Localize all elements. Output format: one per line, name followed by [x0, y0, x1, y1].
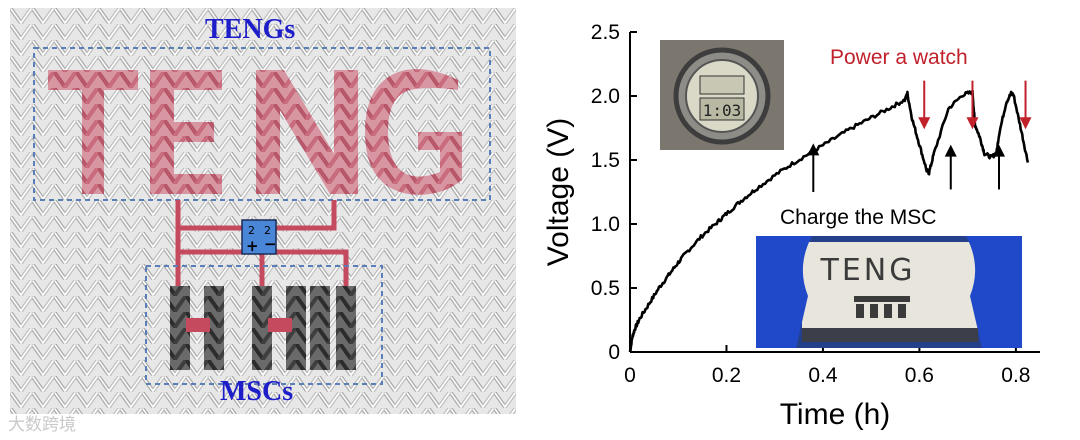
- tengs-label: TENGs: [205, 14, 296, 45]
- x-tick-label: 0: [624, 364, 636, 387]
- chart-area: 0 0.5 1.0 1.5 2.0 2.5 0 0.2 0.4 0.6 0.8 Time (h) V…: [520, 0, 1080, 440]
- y-tick-label: 0: [608, 341, 620, 364]
- arrows-group: [807, 80, 1032, 192]
- watch-display: 1:03: [703, 101, 742, 120]
- teng-letters: [48, 69, 462, 195]
- up-arrow-head: [993, 144, 1005, 157]
- x-axis-title: Time (h): [780, 398, 891, 431]
- svg-text:+: +: [246, 237, 259, 255]
- fabric-electrodes: [854, 296, 910, 318]
- y-axis-title: Voltage (V): [542, 118, 575, 266]
- svg-text:−: −: [264, 235, 277, 253]
- x-tick-label: 0.8: [1001, 364, 1030, 387]
- wiring: [175, 200, 349, 288]
- msc-electrodes: [170, 286, 356, 370]
- y-tick-label: 0.5: [591, 277, 620, 300]
- msc-dashed-box: [145, 265, 383, 385]
- fabric-photo: TENG: [756, 236, 1022, 348]
- y-tick-label: 2.0: [591, 85, 620, 108]
- watch-illustration: 1:03: [660, 40, 784, 150]
- teng-dashed-box: [33, 47, 491, 201]
- annotation-power-watch: Power a watch: [830, 46, 968, 69]
- y-tick-label: 2.5: [591, 21, 620, 44]
- x-tick-label: 0.2: [712, 364, 741, 387]
- watch-photo: 1:03: [660, 40, 784, 150]
- fabric-teng-text: TENG: [820, 253, 916, 288]
- series-line-voltage: [628, 89, 1030, 353]
- annotation-charge-msc: Charge the MSC: [780, 206, 936, 229]
- voltage-time-chart: 0 0.5 1.0 1.5 2.0 2.5 0 0.2 0.4 0.6 0.8 Time (h) V…: [542, 21, 1040, 431]
- x-tick-label: 0.6: [905, 364, 934, 387]
- svg-text:2: 2: [264, 224, 271, 237]
- svg-text:2: 2: [248, 224, 255, 237]
- mscs-label: MSCs: [220, 376, 294, 407]
- up-arrow-head: [944, 144, 957, 157]
- up-arrow-head: [807, 143, 820, 156]
- knit-textile-panel: 2 2 + − TENGs MSCs: [10, 8, 516, 414]
- down-arrow-head: [918, 117, 931, 130]
- y-tick-label: 1.5: [591, 149, 620, 172]
- knit-textile-illustration: 2 2 + −: [10, 8, 516, 414]
- y-tick-label: 1.0: [591, 213, 620, 236]
- watermark-text: 大数跨境: [8, 415, 76, 435]
- down-arrow-head: [1019, 117, 1032, 130]
- x-tick-label: 0.4: [808, 364, 838, 387]
- series-group: [628, 89, 1030, 353]
- fabric-illustration: TENG: [756, 236, 1022, 348]
- msc-symbol: 2 2 + −: [241, 219, 277, 255]
- down-arrow-head: [966, 117, 979, 130]
